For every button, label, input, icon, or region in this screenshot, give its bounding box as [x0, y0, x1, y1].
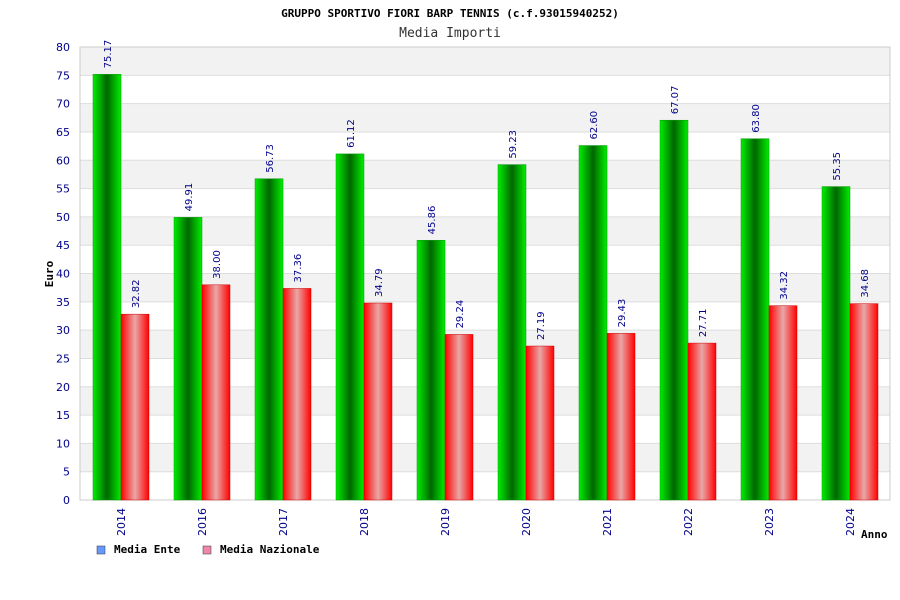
- y-tick-label: 70: [56, 98, 70, 111]
- y-tick-label: 30: [56, 324, 70, 337]
- y-tick-label: 55: [56, 183, 70, 196]
- y-tick-label: 75: [56, 69, 70, 82]
- data-label-media-ente-2019: 45.86: [427, 206, 438, 235]
- y-tick-label: 10: [56, 437, 70, 450]
- y-tick-label: 35: [56, 296, 70, 309]
- x-axis-label: Anno: [861, 528, 888, 541]
- plot-band: [80, 47, 890, 76]
- data-label-media-ente-2023: 63.80: [751, 104, 762, 133]
- legend-label-media-ente: Media Ente: [114, 543, 181, 556]
- data-labels: 75.17 32.82 49.91 38.00 56.73 37.36 61.12 34.79…: [103, 40, 871, 340]
- y-axis-ticks: 0 5 10 15 20 25 30 35 40 45 50 55 60 65 70 75 80: [56, 41, 70, 507]
- data-label-media-nazionale-2020: 27.19: [536, 311, 547, 340]
- data-label-media-nazionale-2014: 32.82: [131, 280, 142, 309]
- plot-band: [80, 75, 890, 104]
- bar-media-ente-2023: [740, 138, 770, 501]
- x-tick-label-2024: 2024: [844, 508, 857, 536]
- data-label-media-nazionale-2018: 34.79: [374, 268, 385, 297]
- data-label-media-nazionale-2019: 29.24: [455, 300, 466, 329]
- bar-media-nazionale-2020: [525, 345, 555, 501]
- y-tick-label: 45: [56, 239, 70, 252]
- x-tick-label-2017: 2017: [277, 508, 290, 536]
- x-tick-label-2023: 2023: [763, 508, 776, 536]
- bar-media-ente-2017: [254, 178, 284, 501]
- bar-media-ente-2016: [173, 217, 203, 501]
- data-label-media-nazionale-2021: 29.43: [617, 299, 628, 328]
- plot-frame: [79, 46, 891, 501]
- bar-media-ente-2014: [92, 74, 122, 501]
- y-tick-label: 15: [56, 409, 70, 422]
- x-tick-label-2020: 2020: [520, 508, 533, 536]
- bar-media-ente-2024: [821, 186, 851, 501]
- x-tick-label-2019: 2019: [439, 508, 452, 536]
- x-tick-label-2021: 2021: [601, 508, 614, 536]
- bars: [92, 74, 879, 501]
- y-tick-label: 60: [56, 154, 70, 167]
- legend-swatch-media-nazionale: [202, 545, 212, 555]
- data-label-media-ente-2024: 55.35: [832, 152, 843, 181]
- bar-media-ente-2018: [335, 153, 365, 501]
- chart-subtitle: Media Importi: [399, 26, 501, 41]
- bar-media-nazionale-2016: [201, 284, 231, 501]
- y-tick-label: 0: [63, 494, 70, 507]
- x-axis-ticks: 2014 2016 2017 2018 2019 2020 2021 2022 2023 2024: [115, 508, 857, 536]
- x-tick-label-2022: 2022: [682, 508, 695, 536]
- data-label-media-nazionale-2016: 38.00: [212, 250, 223, 279]
- data-label-media-ente-2018: 61.12: [346, 119, 357, 148]
- y-tick-label: 5: [63, 466, 70, 479]
- data-label-media-ente-2016: 49.91: [184, 183, 195, 212]
- chart-title: GRUPPO SPORTIVO FIORI BARP TENNIS (c.f.9…: [281, 7, 619, 20]
- y-tick-label: 50: [56, 211, 70, 224]
- bar-media-nazionale-2024: [849, 303, 879, 501]
- y-tick-label: 65: [56, 126, 70, 139]
- data-label-media-ente-2021: 62.60: [589, 111, 600, 140]
- x-tick-label-2016: 2016: [196, 508, 209, 536]
- legend-label-media-nazionale: Media Nazionale: [220, 543, 320, 556]
- data-label-media-ente-2020: 59.23: [508, 130, 519, 159]
- bar-media-nazionale-2017: [282, 288, 312, 501]
- data-label-media-nazionale-2017: 37.36: [293, 254, 304, 283]
- data-label-media-nazionale-2022: 27.71: [698, 308, 709, 337]
- bar-media-nazionale-2022: [687, 342, 717, 501]
- x-tick-label-2018: 2018: [358, 508, 371, 536]
- y-axis-label: Euro: [43, 260, 56, 287]
- x-tick-label-2014: 2014: [115, 508, 128, 536]
- bar-media-ente-2020: [497, 164, 527, 501]
- bar-media-nazionale-2018: [363, 302, 393, 501]
- bar-media-ente-2019: [416, 240, 446, 501]
- plot-band: [80, 103, 890, 132]
- legend-swatch-media-ente: [96, 545, 106, 555]
- legend: Media Ente Media Nazionale: [96, 543, 320, 556]
- bar-media-ente-2021: [578, 145, 608, 501]
- data-label-media-nazionale-2024: 34.68: [860, 269, 871, 298]
- y-tick-label: 80: [56, 41, 70, 54]
- y-tick-label: 25: [56, 352, 70, 365]
- bar-media-nazionale-2023: [768, 305, 798, 501]
- data-label-media-ente-2017: 56.73: [265, 144, 276, 173]
- bar-media-nazionale-2021: [606, 333, 636, 501]
- y-tick-label: 40: [56, 268, 70, 281]
- bar-media-ente-2022: [659, 119, 689, 501]
- bar-media-nazionale-2019: [444, 334, 474, 501]
- data-label-media-ente-2022: 67.07: [670, 86, 681, 115]
- data-label-media-ente-2014: 75.17: [103, 40, 114, 69]
- data-label-media-nazionale-2023: 34.32: [779, 271, 790, 300]
- bar-media-nazionale-2014: [120, 313, 150, 501]
- y-tick-label: 20: [56, 381, 70, 394]
